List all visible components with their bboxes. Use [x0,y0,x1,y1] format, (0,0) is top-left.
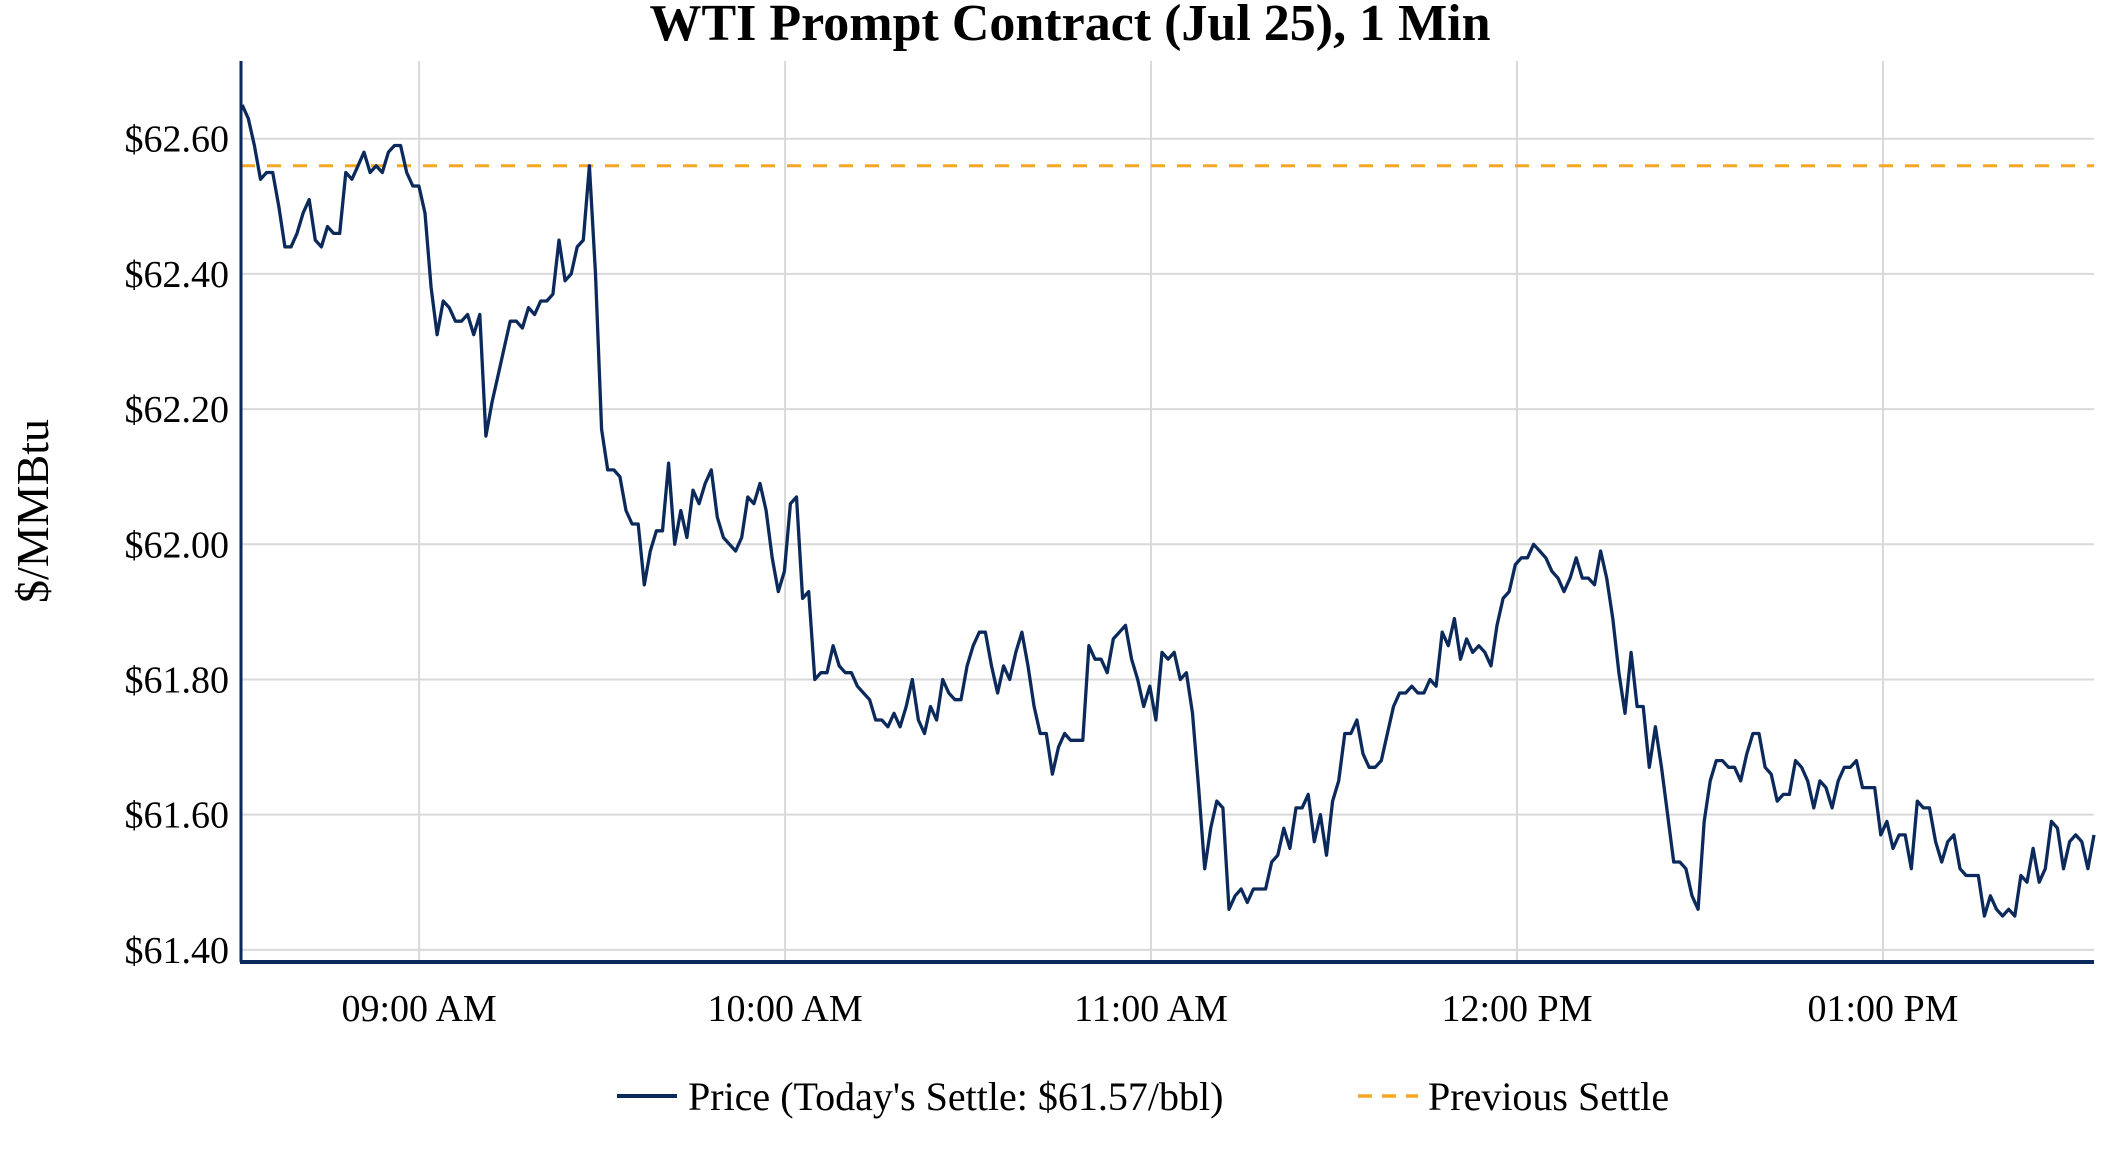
y-tick-label: $61.40 [125,930,230,972]
x-tick-label: 01:00 PM [1807,988,1958,1030]
price-series-line [240,104,2096,918]
legend: Price (Today's Settle: $61.57/bbl) Previ… [617,1074,1669,1119]
y-tick-label: $62.40 [125,254,230,296]
x-tick-label: 12:00 PM [1442,988,1593,1030]
x-tick-label: 10:00 AM [707,988,862,1030]
y-tick-label: $61.80 [125,659,230,701]
y-tick-label: $62.00 [125,524,230,566]
x-axis-ticks: 09:00 AM 10:00 AM 11:00 AM 12:00 PM 01:00 PM [342,988,1959,1030]
legend-price-label: Price (Today's Settle: $61.57/bbl) [688,1074,1223,1119]
y-axis-label: $/MMBtu [7,419,58,603]
legend-prev-settle-label: Previous Settle [1428,1074,1669,1119]
y-tick-label: $61.60 [125,795,230,837]
chart-title: WTI Prompt Contract (Jul 25), 1 Min [649,0,1490,52]
x-tick-label: 09:00 AM [342,988,497,1030]
y-tick-label: $62.60 [125,119,230,161]
y-tick-label: $62.20 [125,389,230,431]
x-tick-label: 11:00 AM [1074,988,1228,1030]
y-axis-ticks: $61.40 $61.60 $61.80 $62.00 $62.20 $62.40 $62.… [125,119,230,972]
grid-lines [241,61,2094,962]
